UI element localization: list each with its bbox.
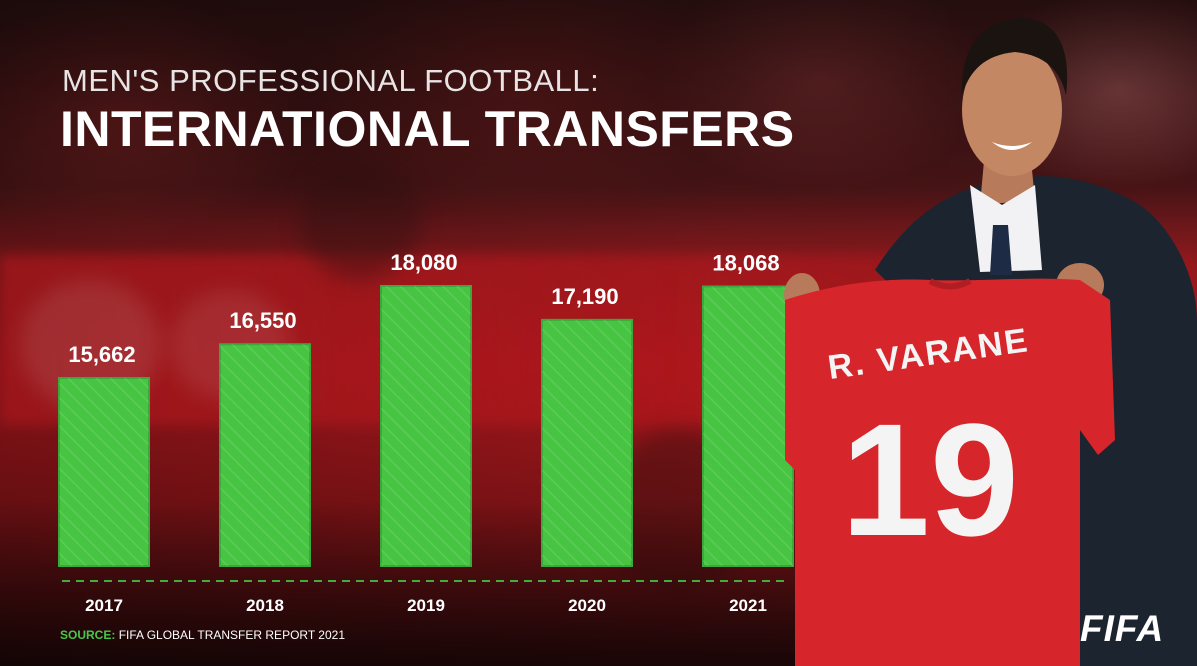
- player-head: [962, 44, 1062, 176]
- source-note: SOURCE: FIFA GLOBAL TRANSFER REPORT 2021: [60, 628, 345, 642]
- value-label-2017: 15,662: [68, 342, 135, 367]
- bars-layer: 15,662 2017 16,550 2018 18,080 2019 17,190 2020…: [58, 250, 794, 615]
- player-tie: [990, 225, 1012, 275]
- source-text: FIFA GLOBAL TRANSFER REPORT 2021: [118, 628, 345, 642]
- category-label-2020: 2020: [568, 596, 606, 615]
- category-label-2017: 2017: [85, 596, 123, 615]
- player-smile: [992, 142, 1032, 150]
- bar-hatch-2020: [542, 319, 632, 566]
- player-hair: [961, 18, 1068, 95]
- jersey-collar: [928, 278, 972, 290]
- value-label-2020: 17,190: [551, 284, 618, 309]
- bar-hatch-2019: [381, 286, 471, 566]
- bar-hatch-2018: [220, 344, 310, 566]
- category-label-2021: 2021: [729, 596, 767, 615]
- value-label-2019: 18,080: [390, 250, 457, 275]
- category-label-2019: 2019: [407, 596, 445, 615]
- chart-title: INTERNATIONAL TRANSFERS: [60, 101, 795, 157]
- value-label-2018: 16,550: [229, 308, 296, 333]
- source-label: SOURCE:: [60, 628, 116, 642]
- category-label-2018: 2018: [246, 596, 284, 615]
- value-label-2021: 18,068: [712, 250, 779, 275]
- red-jersey: [785, 278, 1115, 666]
- player-with-jersey-photo: R. VARANE 19: [784, 18, 1197, 666]
- bar-chart: 15,662 2017 16,550 2018 18,080 2019 17,190 2020…: [58, 250, 794, 615]
- bar-hatch-2021: [703, 286, 793, 566]
- fifa-logo: FIFA: [1080, 608, 1165, 649]
- bar-hatch-2017: [59, 378, 149, 566]
- chart-subtitle: MEN'S PROFESSIONAL FOOTBALL:: [62, 63, 600, 98]
- jersey-number: 19: [841, 390, 1019, 569]
